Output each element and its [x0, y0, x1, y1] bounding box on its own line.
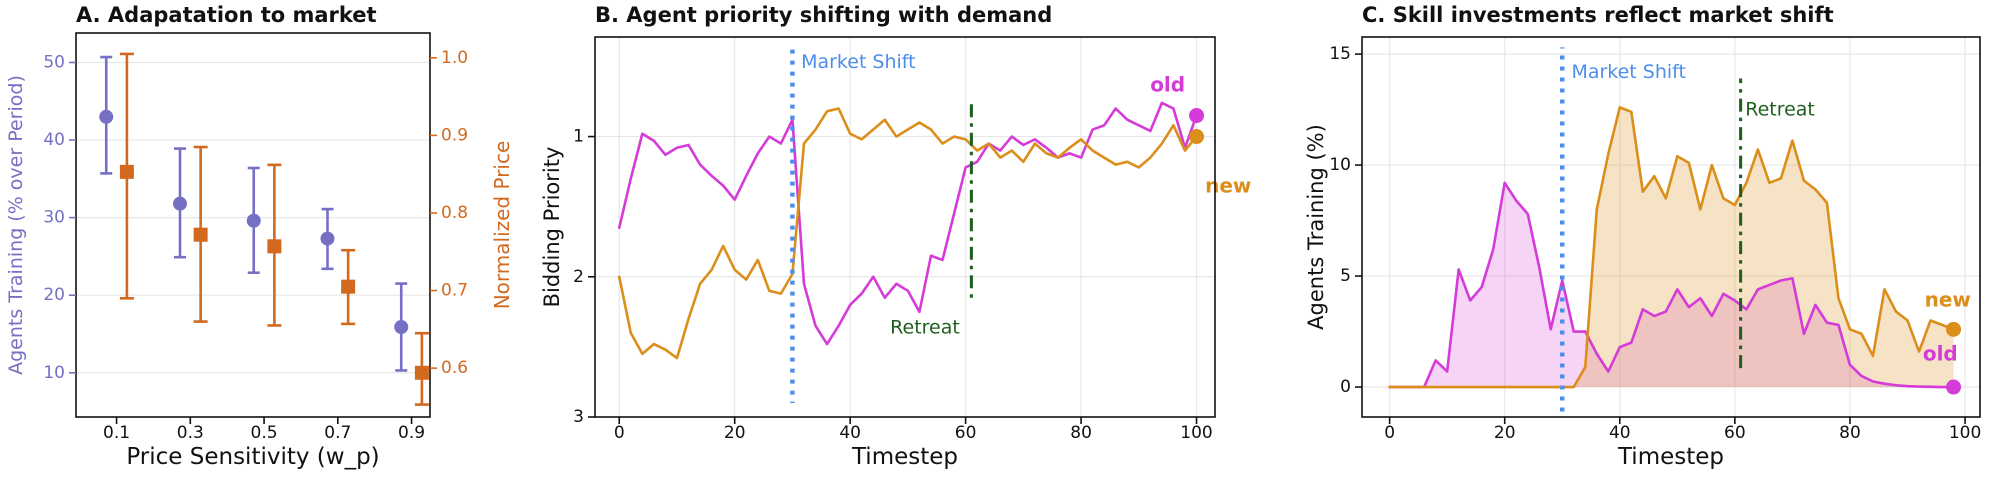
- y-tick-label: 1: [573, 127, 584, 147]
- x-tick-label: 80: [1839, 423, 1861, 443]
- data-marker-circle: [246, 213, 261, 228]
- annotation-market-shift: Market Shift: [801, 51, 916, 73]
- y-tick-label-left: 30: [43, 208, 65, 228]
- series-new-line: [1388, 106, 1955, 389]
- series-label-new: new: [1205, 174, 1251, 198]
- end-dot-new: [1189, 129, 1205, 145]
- panel-a-ylabel-right: Normalized Price: [490, 140, 514, 310]
- panel-a-xlabel: Price Sensitivity (w_p): [126, 444, 380, 470]
- y-tick-label: 15: [1329, 44, 1351, 64]
- x-tick-label: 0.9: [398, 423, 425, 443]
- x-tick-label: 80: [1070, 423, 1092, 443]
- panel-c-xlabel: Timestep: [1617, 444, 1725, 470]
- x-tick-label: 60: [955, 423, 977, 443]
- series-old-area: [1389, 182, 1954, 388]
- panel-c-ylabel: Agents Training (%): [1304, 124, 1328, 330]
- panel-b-title: B. Agent priority shifting with demand: [595, 3, 1053, 27]
- y-tick-label-left: 10: [43, 363, 65, 383]
- x-tick-label: 0.1: [103, 423, 130, 443]
- end-dot-old: [1189, 108, 1205, 124]
- series-label-new: new: [1925, 287, 1971, 311]
- x-tick-label: 100: [1949, 423, 1981, 443]
- y-tick-label-right: 0.9: [441, 125, 468, 145]
- x-tick-label: 40: [1609, 423, 1631, 443]
- y-tick-label: 10: [1329, 155, 1351, 175]
- end-dot-old: [1946, 379, 1962, 395]
- y-tick-label: 3: [573, 407, 584, 427]
- series-label-old: old: [1150, 73, 1185, 97]
- axes-box: [594, 36, 1216, 418]
- annotation-retreat: Retreat: [1745, 99, 1815, 121]
- x-tick-label: 20: [724, 423, 746, 443]
- axes-box: [1361, 36, 1981, 418]
- data-marker-circle: [394, 320, 409, 335]
- panel-b-xlabel: Timestep: [851, 444, 959, 470]
- axes-box: [75, 32, 431, 418]
- y-tick-label-right: 0.6: [441, 358, 468, 378]
- x-tick-label: 0: [614, 423, 625, 443]
- data-marker-circle: [99, 109, 114, 124]
- data-marker-square: [193, 227, 208, 242]
- annotation-retreat: Retreat: [890, 316, 960, 338]
- x-tick-label: 60: [1724, 423, 1746, 443]
- y-tick-label-right: 0.7: [441, 281, 468, 301]
- series-label-old: old: [1923, 342, 1958, 366]
- data-marker-square: [119, 164, 134, 179]
- annotation-market-shift: Market Shift: [1571, 61, 1686, 83]
- y-tick-label-right: 0.8: [441, 203, 468, 223]
- panel-c-title: C. Skill investments reflect market shif…: [1362, 3, 1834, 27]
- x-tick-label: 0.7: [324, 423, 351, 443]
- series-new-line: [617, 107, 1198, 360]
- series-old-line: [617, 101, 1198, 346]
- x-tick-label: 20: [1494, 423, 1516, 443]
- y-tick-label-right: 1.0: [441, 48, 468, 68]
- x-tick-label: 100: [1180, 423, 1212, 443]
- y-tick-label: 5: [1340, 266, 1351, 286]
- end-dot-new: [1946, 321, 1962, 337]
- x-tick-label: 40: [839, 423, 861, 443]
- data-marker-square: [414, 365, 429, 380]
- data-marker-square: [267, 239, 282, 254]
- x-tick-label: 0.3: [177, 423, 204, 443]
- y-tick-label-left: 40: [43, 130, 65, 150]
- series-new-area: [1389, 107, 1954, 388]
- panel-a-title: A. Adapatation to market: [76, 3, 377, 27]
- x-tick-label: 0: [1384, 423, 1395, 443]
- x-tick-label: 0.5: [251, 423, 278, 443]
- y-tick-label-left: 20: [43, 285, 65, 305]
- y-tick-label: 0: [1340, 377, 1351, 397]
- y-tick-label: 2: [573, 267, 584, 287]
- panel-b-ylabel: Bidding Priority: [540, 146, 564, 308]
- panel-a-ylabel-left: Agents Training (% over Period): [5, 75, 27, 375]
- data-marker-circle: [320, 231, 335, 246]
- data-marker-square: [341, 279, 356, 294]
- y-tick-label-left: 50: [43, 52, 65, 72]
- data-marker-circle: [172, 196, 187, 211]
- series-old-line: [1388, 181, 1955, 389]
